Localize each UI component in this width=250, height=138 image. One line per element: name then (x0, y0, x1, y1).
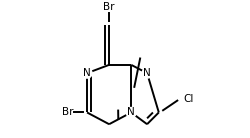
Text: Cl: Cl (183, 94, 193, 104)
Circle shape (126, 108, 136, 117)
Circle shape (82, 68, 92, 78)
Text: Br: Br (104, 2, 115, 12)
Text: N: N (83, 68, 91, 78)
Text: N: N (143, 68, 151, 78)
Circle shape (142, 68, 152, 78)
Text: N: N (127, 108, 135, 117)
Text: Br: Br (62, 108, 74, 117)
